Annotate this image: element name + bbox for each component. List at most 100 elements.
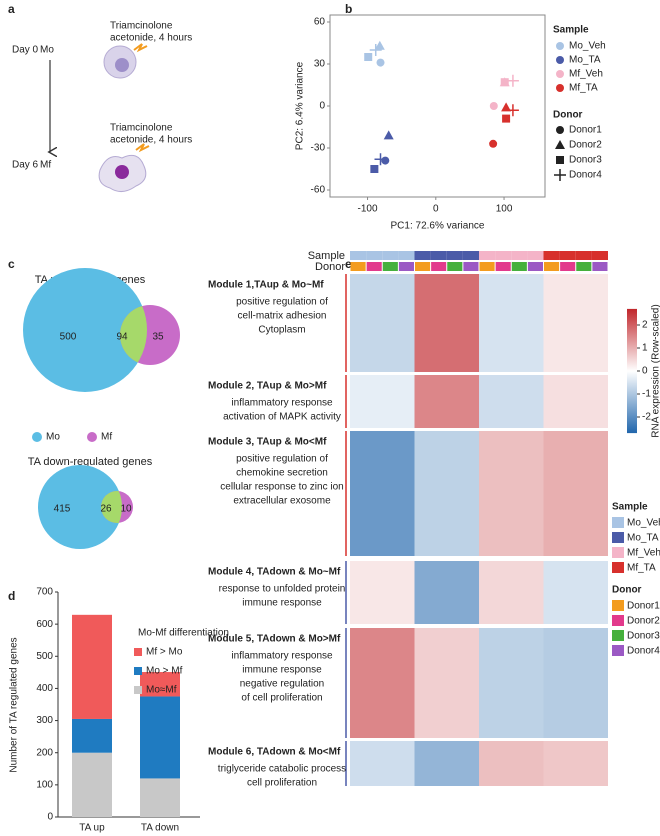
legend-label: Mf_TA (569, 83, 598, 94)
sample-cell (559, 251, 576, 260)
y-tick-label: 30 (314, 59, 326, 70)
heat-cell (479, 274, 544, 372)
legend-label: Donor1 (569, 125, 602, 136)
bar-segment (72, 614, 112, 719)
panel-label: e (345, 257, 352, 271)
legend-swatch (554, 169, 566, 181)
y-axis-label: Number of TA regulated genes (9, 637, 20, 772)
heat-cell (479, 375, 544, 428)
heat-cell (479, 628, 544, 738)
point (374, 153, 387, 166)
donor-cell (479, 262, 495, 271)
sample-cell (479, 251, 496, 260)
module-title: Module 3, TAup & Mo<Mf (208, 437, 327, 448)
x-axis-label: PC1: 72.6% variance (391, 221, 485, 232)
legend-label: Mf > Mo (146, 647, 183, 658)
bar-segment (140, 696, 180, 779)
venn-overlap (101, 491, 122, 523)
module-term: positive regulation of (236, 454, 328, 465)
point (369, 44, 382, 56)
donor-cell (398, 262, 414, 271)
venn-count: 35 (152, 332, 164, 343)
heat-cell (414, 628, 479, 738)
bar-segment (140, 778, 180, 817)
heat-cell (414, 741, 479, 786)
sample-cell (575, 251, 592, 260)
venn-overlap (120, 305, 147, 365)
donor-cell (560, 262, 576, 271)
legend-label: Mo (46, 432, 60, 443)
heat-cell (414, 274, 479, 372)
legend-swatch (134, 667, 142, 675)
legend-label: Donor3 (569, 155, 602, 166)
legend-swatch (612, 615, 624, 626)
module-term: inflammatory response (231, 651, 333, 662)
legend-swatch (612, 645, 624, 656)
y-tick-label: 60 (314, 17, 326, 28)
heat-cell (543, 431, 608, 556)
x-tick-label: TA up (79, 823, 105, 834)
treatment-line: Triamcinolone (110, 21, 173, 32)
colorbar (627, 308, 637, 434)
legend-swatch (556, 42, 564, 50)
module-term: negative regulation (240, 679, 325, 690)
module-term: immune response (242, 598, 322, 609)
y-tick-label: 0 (47, 812, 53, 823)
y-tick-label: 300 (36, 715, 53, 726)
donor-cell (431, 262, 447, 271)
venn-count: 500 (60, 332, 77, 343)
y-tick-label: 100 (36, 779, 53, 790)
legend-swatch (556, 70, 564, 78)
heat-cell (479, 561, 544, 624)
point (500, 78, 509, 87)
module-term: chemokine secretion (236, 468, 328, 479)
module-term: cell-matrix adhesion (238, 311, 327, 322)
colorbar-tick-label: -1 (642, 389, 651, 400)
legend-swatch (556, 56, 564, 64)
donor-cell (576, 262, 592, 271)
sample-cell (591, 251, 608, 260)
donor-cell (544, 262, 560, 271)
legend-swatch (556, 156, 564, 164)
donor-cell (463, 262, 479, 271)
point (383, 130, 394, 140)
sample-cell (366, 251, 383, 260)
legend-label: Mf_Veh (627, 548, 660, 559)
venn-count: 94 (116, 332, 128, 343)
module-term: immune response (242, 665, 322, 676)
heat-cell (350, 274, 415, 372)
donor-cell (511, 262, 527, 271)
row-label: Sample (308, 250, 345, 262)
day-label: Day 6 (12, 160, 39, 171)
x-tick-label: TA down (141, 823, 179, 834)
module-term: inflammatory response (231, 398, 333, 409)
sample-cell (382, 251, 399, 260)
colorbar-label: RNA expression (Row-scaled) (651, 304, 660, 437)
legend-label: Mo≈Mf (146, 685, 177, 696)
bar-segment (72, 752, 112, 817)
module-term: Cytoplasm (258, 325, 305, 336)
panel-label: d (8, 589, 15, 603)
heat-cell (350, 561, 415, 624)
module-term: positive regulation of (236, 297, 328, 308)
legend-swatch (134, 686, 142, 694)
legend-label: Donor1 (627, 601, 660, 612)
sample-cell (527, 251, 544, 260)
heat-cell (479, 431, 544, 556)
sample-cell (350, 251, 367, 260)
heat-cell (350, 628, 415, 738)
legend-swatch (87, 432, 97, 442)
colorbar-tick-label: 1 (642, 343, 648, 354)
heat-cell (414, 561, 479, 624)
y-tick-label: -30 (311, 143, 326, 154)
legend-title: Sample (612, 502, 648, 513)
legend-title: Mo-Mf differentiation (138, 628, 229, 639)
heat-cell (414, 375, 479, 428)
donor-cell (495, 262, 511, 271)
heat-cell (543, 741, 608, 786)
venn-set (38, 465, 122, 549)
module-term: cell proliferation (247, 778, 317, 789)
legend-label: Mo_TA (627, 533, 659, 544)
colorbar-tick-label: 0 (642, 366, 648, 377)
